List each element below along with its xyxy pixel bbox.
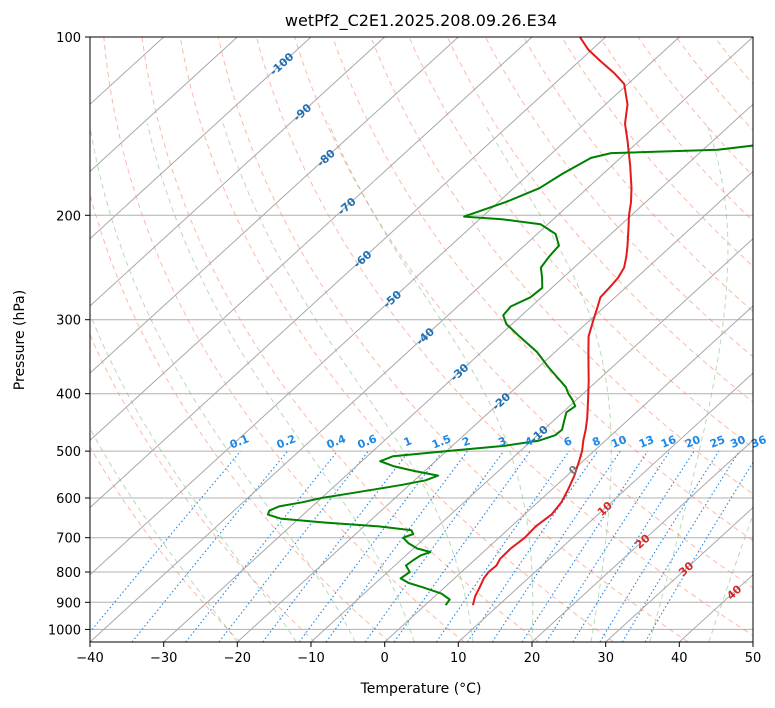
dry-adiabat [141, 37, 540, 642]
sounding-profiles [266, 37, 753, 606]
dry-adiabat [103, 37, 465, 642]
y-tick-label: 1000 [48, 623, 81, 638]
x-axis-ticks: −40 −30 −20 −10 0 10 20 30 40 50 [76, 642, 761, 666]
dry-adiabat [523, 37, 753, 313]
mixing-ratio-label: 30 [728, 433, 747, 451]
isotherm-line [384, 305, 753, 642]
mixing-ratio-line [545, 450, 671, 642]
mixing-ratio-line [572, 450, 695, 642]
chart-title: wetPf2_C2E1.2025.208.09.26.E34 [285, 11, 557, 31]
mixing-ratio-label: 16 [659, 433, 678, 451]
dewpoint-profile [266, 144, 753, 606]
isotherm-line [236, 170, 753, 642]
dry-adiabat [446, 37, 753, 403]
moist-adiabats [90, 123, 753, 642]
dry-adiabat [599, 37, 753, 222]
x-tick-label: 50 [745, 651, 762, 666]
y-tick-label: 900 [56, 596, 81, 611]
y-tick-label: 300 [56, 314, 81, 329]
dry-adiabat [484, 37, 753, 358]
x-tick-label: −20 [224, 651, 251, 666]
isotherm-line [90, 37, 607, 509]
isotherm-line [90, 37, 753, 642]
mixing-ratio-label: 13 [637, 433, 656, 451]
mixing-ratio-label: 36 [749, 433, 768, 451]
y-tick-label: 800 [56, 566, 81, 581]
dry-adiabat [256, 37, 753, 637]
mixing-ratio-label: 25 [708, 433, 727, 451]
mixing-ratio-line [364, 450, 505, 642]
mixing-ratio-line [131, 450, 289, 642]
y-axis-title: Pressure (hPa) [12, 290, 28, 390]
isotherm-line [531, 439, 753, 642]
x-tick-label: −40 [76, 651, 103, 666]
isotherm-line [90, 37, 312, 240]
x-tick-label: 30 [597, 651, 614, 666]
moist-adiabat [90, 427, 238, 642]
dry-adiabat [90, 192, 390, 642]
x-tick-label: −10 [297, 651, 324, 666]
temperature-profile [471, 37, 633, 606]
y-tick-label: 100 [56, 31, 81, 46]
x-tick-label: 10 [450, 651, 467, 666]
mixing-ratio-line [90, 450, 242, 633]
plot-frame [89, 36, 754, 643]
y-tick-label: 700 [56, 532, 81, 547]
x-tick-label: 40 [671, 651, 688, 666]
isotherm-line [163, 103, 753, 642]
moist-adiabat [328, 123, 534, 642]
mixing-ratio-line [491, 450, 621, 642]
y-tick-label: 500 [56, 445, 81, 460]
dry-adiabat [637, 37, 753, 177]
dry-adiabat [179, 37, 614, 642]
dry-adiabat [332, 37, 753, 542]
mixing-ratio-line [467, 450, 599, 642]
mixing-ratio-line [435, 450, 570, 642]
moist-adiabat [222, 123, 474, 642]
dry-adiabat [294, 37, 753, 589]
x-tick-label: −30 [150, 651, 177, 666]
skewed-isotherms [90, 37, 753, 642]
mixing-ratio-label: 10 [610, 433, 629, 451]
isotherm-line [457, 372, 753, 642]
mixing-ratio-line [298, 450, 444, 642]
mixing-ratio-label: 8 [590, 434, 602, 449]
mixing-ratio-label: 3 [496, 434, 508, 449]
isotherm-line [90, 37, 680, 576]
isotherm-line [90, 37, 386, 307]
y-tick-label: 400 [56, 388, 81, 403]
dry-adiabat [561, 37, 753, 267]
dry-adiabat [408, 37, 753, 449]
isotherm-line [310, 237, 753, 642]
isotherm-line [90, 37, 533, 442]
x-tick-label: 20 [524, 651, 541, 666]
mixing-ratio-line [325, 450, 468, 642]
dry-adiabats [90, 37, 753, 642]
isotherm-line [605, 506, 753, 642]
mixing-ratio-label: 20 [683, 433, 702, 451]
mixing-ratio-line [262, 450, 410, 642]
mixing-ratio-line [185, 450, 339, 642]
mixing-ratio-line [521, 450, 649, 642]
y-tick-label: 200 [56, 209, 81, 224]
isotherm-line [90, 37, 238, 173]
moist-adiabat [90, 123, 356, 642]
mixing-ratio-label: 2 [460, 434, 472, 449]
y-tick-label: 600 [56, 492, 81, 507]
mixing-ratio-label: 1 [402, 434, 414, 449]
x-tick-label: 0 [381, 651, 389, 666]
moist-adiabat [484, 123, 612, 642]
moist-adiabat [90, 312, 297, 642]
dry-adiabat [370, 37, 753, 495]
isotherm-line [90, 37, 459, 374]
y-axis-ticks: 100 200 300 400 500 600 700 800 900 1000 [48, 31, 90, 638]
pressure-gridlines [90, 37, 753, 630]
x-axis-title: Temperature (°C) [360, 681, 482, 697]
mixing-ratio-line [621, 450, 740, 642]
dry-adiabat [90, 333, 316, 642]
